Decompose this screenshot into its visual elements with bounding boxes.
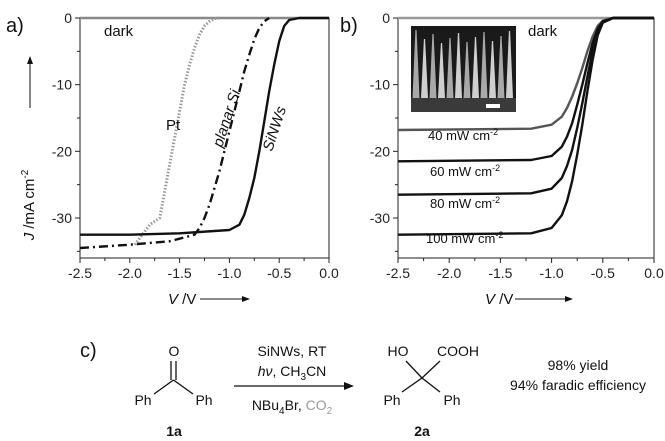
- xlabel-b: V /V: [485, 291, 513, 308]
- x-tick-label: 0.0: [644, 265, 664, 281]
- plot-b-xlabel: V /V: [485, 291, 573, 308]
- label-60: 60 mW cm-2: [430, 163, 500, 179]
- plot-b-series: [397, 16, 654, 236]
- label-dark-b: dark: [528, 23, 558, 40]
- nanowire: [412, 30, 420, 98]
- x-tick-label: -1.0: [540, 265, 564, 281]
- y-tick-label: -30: [370, 210, 390, 226]
- series-line-b-4: [397, 16, 654, 236]
- nanowire: [480, 32, 488, 98]
- x-tick-label: -2.5: [386, 265, 410, 281]
- reaction-scheme: O Ph Ph 1a SiNWs, RT hν, CH3CN NBu4Br, C…: [134, 343, 646, 439]
- product-ph-right: Ph: [443, 392, 460, 408]
- nanowire: [446, 38, 454, 98]
- sem-inset-image: [411, 26, 516, 112]
- y-tick-label: -10: [370, 77, 390, 93]
- ylabel-a: J /mA cm-2: [20, 169, 38, 241]
- nanowire: [463, 42, 471, 98]
- product-label: 2a: [414, 423, 430, 439]
- series-line-a-2: [79, 17, 270, 250]
- result-efficiency: 94% faradic efficiency: [510, 377, 646, 393]
- nanowire: [497, 36, 505, 98]
- label-planar-si: planar Si: [209, 87, 244, 150]
- xlabel-b-arrowhead-icon: [565, 296, 573, 302]
- plot-a-tick-labels: -2.5 -2.0 -1.5 -1.0 -0.5 0.0 -30 -20 -10 0: [52, 10, 339, 281]
- label-100: 100 mW cm-2: [426, 230, 503, 246]
- plot-a-axes: [75, 17, 330, 263]
- product-cooh: COOH: [437, 343, 479, 359]
- y-tick-label: -10: [52, 77, 72, 93]
- nanowire: [472, 37, 479, 98]
- ylabel-a-arrowhead-icon: [27, 56, 33, 64]
- x-tick-label: -1.5: [168, 265, 192, 281]
- y-tick-label: 0: [382, 10, 390, 26]
- product-ph-left: Ph: [383, 392, 400, 408]
- series-line-a-3: [80, 16, 329, 236]
- x-tick-label: -2.0: [118, 265, 142, 281]
- plot-a-ylabel: J /mA cm-2: [20, 56, 38, 241]
- x-tick-label: -2.5: [68, 265, 92, 281]
- plot-b-tick-labels: -2.5 -2.0 -1.5 -1.0 -0.5 0.0 -30 -20 -10 0: [370, 10, 664, 281]
- x-tick-label: -0.5: [267, 265, 291, 281]
- nanowire: [506, 31, 513, 98]
- arrow-head-icon: [344, 382, 354, 390]
- nanowire: [438, 43, 445, 98]
- product-ho: HO: [388, 343, 409, 359]
- nanowire: [489, 41, 496, 98]
- label-pt: Pt: [166, 117, 181, 134]
- panel-b-label: b): [340, 15, 358, 37]
- label-40: 40 mW cm-2: [428, 127, 498, 143]
- condition-light: hν, CH3CN: [258, 363, 327, 383]
- product-2a: HO COOH Ph Ph 2a: [383, 343, 479, 439]
- condition-catalyst: SiNWs, RT: [258, 343, 327, 359]
- reactant-1a: O Ph Ph 1a: [134, 343, 212, 439]
- reactant-ph-left: Ph: [134, 392, 151, 408]
- result-yield: 98% yield: [548, 357, 609, 373]
- plot-a-series: [79, 16, 329, 250]
- panel-c-label: c): [80, 340, 97, 362]
- x-tick-label: -1.0: [217, 265, 241, 281]
- x-tick-label: -0.5: [591, 265, 615, 281]
- xlabel-a: V /V: [168, 291, 196, 308]
- series-line-a-1: [133, 16, 220, 246]
- plot-a-xlabel: V /V: [168, 291, 250, 308]
- panel-a-label: a): [6, 15, 24, 37]
- plot-a: -2.5 -2.0 -1.5 -1.0 -0.5 0.0 -30 -20 -10 0 dark P…: [20, 10, 339, 308]
- condition-reagents: NBu4Br, CO2: [252, 397, 333, 417]
- nanowire: [421, 39, 428, 98]
- x-tick-label: -2.0: [437, 265, 461, 281]
- reaction-arrow: SiNWs, RT hν, CH3CN NBu4Br, CO2: [234, 343, 354, 417]
- y-tick-label: 0: [64, 10, 72, 26]
- plot-frame: [79, 17, 330, 259]
- label-dark-a: dark: [104, 23, 134, 40]
- reactant-ph-right: Ph: [195, 392, 212, 408]
- scale-bar: [486, 104, 500, 108]
- x-tick-label: -1.5: [488, 265, 512, 281]
- nanowire: [455, 33, 462, 98]
- label-80: 80 mW cm-2: [430, 195, 500, 211]
- nanowire: [429, 34, 437, 98]
- y-tick-label: -20: [370, 143, 390, 159]
- y-tick-label: -30: [52, 210, 72, 226]
- xlabel-a-arrowhead-icon: [242, 296, 250, 302]
- carbonyl-oxygen: O: [169, 343, 180, 359]
- x-tick-label: 0.0: [319, 265, 339, 281]
- reactant-label: 1a: [166, 423, 182, 439]
- y-tick-label: -20: [52, 143, 72, 159]
- plot-b: -2.5 -2.0 -1.5 -1.0 -0.5 0.0 -30 -20 -10 0 dark 4…: [370, 10, 664, 308]
